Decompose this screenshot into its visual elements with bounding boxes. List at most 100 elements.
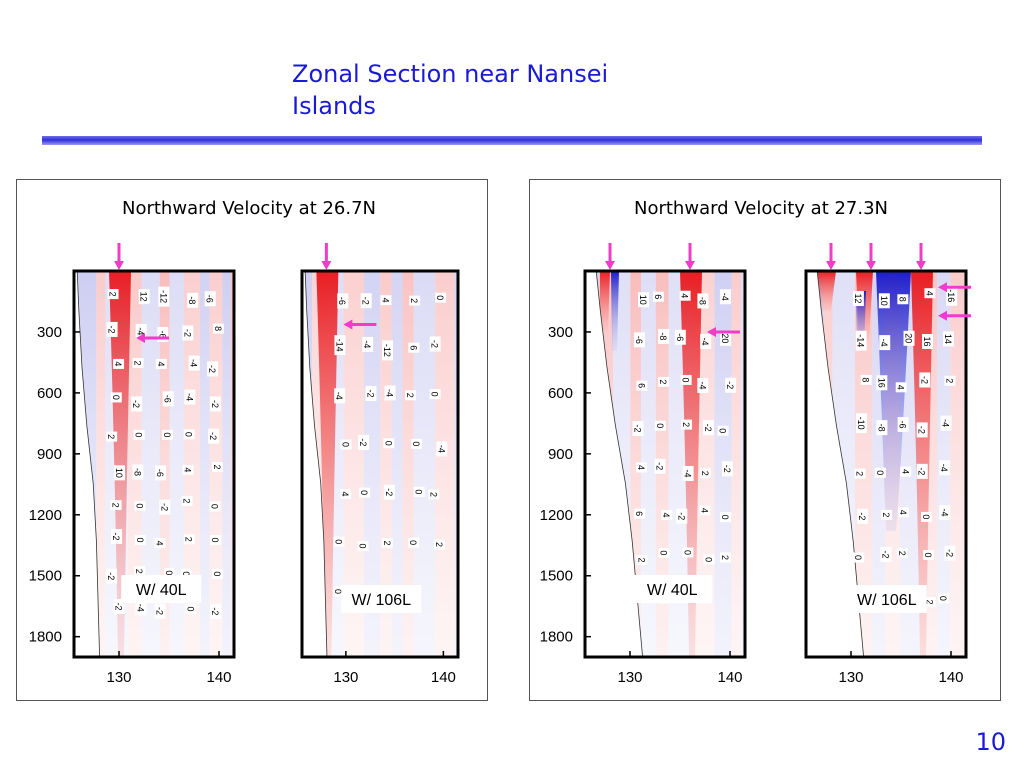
heatmap-field: 2 12 -12 -8 -6 -2 -4 -6 -2 8 4 2 4 -4 -2 0 -2 -6 -4 -2 2 0 0 0 -… [74,271,234,657]
contour-label-box [334,335,346,356]
contour-label-text: -6 [898,421,908,429]
velocity-band [343,271,364,657]
contour-label-box [876,375,888,391]
contour-label-text: -6 [205,295,215,303]
contour-label-text: -4 [136,604,146,612]
contour-label: 0 [134,500,146,511]
contour-label: 14 [943,331,955,347]
contour-label-box [719,289,731,305]
contour-label-text: -2 [159,503,169,511]
contour-label-text: 0 [720,515,730,520]
contour-label-text: 0 [164,570,174,575]
x-tick-label: 140 [938,669,963,686]
contour-label: 8 [212,323,224,334]
contour-label: 0 [874,467,886,478]
contour-label-box [409,295,421,306]
contour-label-box [428,489,440,500]
contour-label-box [924,597,936,608]
contour-label-text: -2 [384,488,394,496]
down-arrow-head [114,261,124,270]
contour-label-text: 4 [661,513,671,518]
land-mask [585,271,644,657]
contour-label-text: -2 [106,572,116,580]
y-tick-label: 1200 [540,507,573,524]
contour-label-box [204,291,216,307]
case-label: W/ 40L [136,582,187,599]
contour-label: -16 [946,285,958,306]
contour-label-box [161,429,173,440]
contour-label-box [922,333,934,349]
contour-label-text: 8 [213,326,223,331]
contour-label-box [183,429,195,440]
contour-label-box [874,467,886,478]
contour-label: 2 [211,461,223,472]
contour-label-text: -4 [939,464,949,472]
contour-label-box [158,286,170,307]
y-tick-label: 300 [37,324,62,341]
case-label: W/ 106L [857,592,917,609]
contour-label-box [880,546,892,562]
contour-label: 0 [413,486,425,497]
plot-frame [583,269,747,659]
contour-label-box [383,484,395,500]
contour-label-box [183,534,195,545]
contour-label-text: -2 [722,465,732,473]
contour-label-box [138,289,150,305]
contour-label: 0 [359,487,371,498]
contour-label-text: -4 [939,509,949,517]
contour-label-box [155,358,167,369]
contour-label: -6 [633,332,645,348]
side-arrow-head [938,282,947,293]
slide-title-line2: Islands [292,92,376,120]
contour-label-text: 14 [943,334,953,344]
contour-label-box [184,389,196,405]
contour-label-text: 2 [881,512,891,517]
contour-label: 10 [114,465,126,481]
contour-label-text: 0 [411,441,421,446]
contour-label-text: 0 [430,392,440,397]
contour-label: 2 [944,375,956,386]
contour-label-text: 0 [135,538,145,543]
contour-label: -2 [429,336,441,352]
contour-label-text: 0 [703,557,713,562]
contour-label-box [632,421,644,437]
contour-label-box [900,466,912,477]
contour-label-box [106,321,118,337]
contour-label-box [658,376,670,387]
y-tick-label: 1500 [540,568,573,585]
velocity-plot-1: 2 12 -12 -8 -6 -2 -4 -6 -2 8 4 2 4 -4 -2 0 -2 -6 -4 -2 2 0 0 0 -… [29,243,236,686]
contour-label: -8 [697,293,709,309]
contour-label-box [107,289,119,300]
contour-label-text: 0 [359,490,369,495]
title-divider [42,136,982,145]
contour-label-box [652,291,664,302]
contour-label-box [162,391,174,407]
contour-label-box [944,375,956,386]
contour-label-text: 0 [210,538,220,543]
contour-label-box [896,548,908,559]
contour-label-box [106,431,118,442]
contour-label: 2 [719,552,731,563]
contour-label-box [131,396,143,412]
contour-label-text: -6 [163,395,173,403]
contour-label: -2 [383,484,395,500]
contour-label-text: -2 [917,426,927,434]
contour-label-box [110,392,122,403]
contour-label-text: -4 [697,381,707,389]
contour-label-text: 10 [879,296,889,306]
contour-label-text: -2 [107,325,117,333]
contour-label: -2 [880,546,892,562]
contour-label-text: 0 [185,606,195,611]
contour-label-text: 2 [111,503,121,508]
y-tick-label: 600 [37,385,62,402]
contour-label: -4 [939,505,951,521]
contour-label-text: 0 [181,571,191,576]
contour-label-box [895,382,907,393]
contour-label-text: -4 [362,340,372,348]
contour-label-text: -2 [655,462,665,470]
contour-label-text: 0 [340,442,350,447]
contour-label: 2 [183,534,195,545]
contour-label-text: -4 [436,445,446,453]
contour-label: 4 [895,382,907,393]
contour-label-box [182,325,194,341]
